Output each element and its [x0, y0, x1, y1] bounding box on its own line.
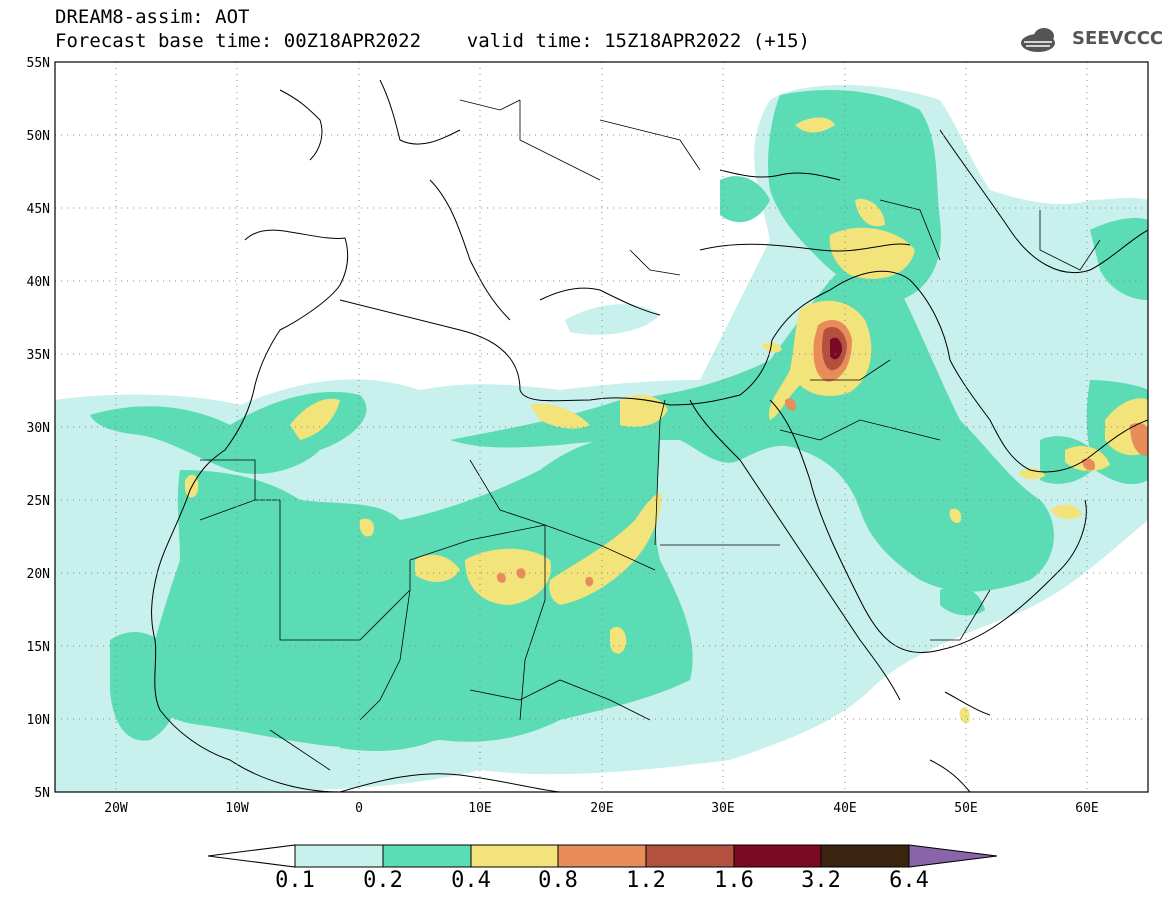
- colorbar-swatch: [294, 844, 384, 868]
- aot-level-1.6: [830, 337, 842, 360]
- lon-tick: 0: [355, 801, 363, 816]
- lat-tick: 15N: [27, 640, 50, 655]
- country-borders: [199, 99, 1101, 771]
- title-line-1: DREAM8-assim: AOT: [55, 6, 250, 28]
- aot-level-0.2: [90, 90, 1148, 751]
- colorbar-label: 3.2: [801, 868, 841, 893]
- title-line-2: Forecast base time: 00Z18APR2022 valid t…: [55, 30, 810, 52]
- lat-tick: 55N: [27, 56, 50, 71]
- colorbar-swatch: [382, 844, 472, 868]
- colorbar-swatch: [470, 844, 559, 868]
- colorbar-label: 1.6: [714, 868, 754, 893]
- lat-ticks: 5N 10N 15N 20N 25N 30N 35N 40N 45N 50N 5…: [27, 56, 50, 801]
- lon-ticks: 20W 10W 0 10E 20E 30E 40E 50E 60E: [104, 801, 1098, 816]
- cloud-icon: [1021, 28, 1055, 52]
- lat-tick: 30N: [27, 421, 50, 436]
- colorbar-swatch: [733, 844, 822, 868]
- lon-tick: 20E: [590, 801, 613, 816]
- colorbar-swatch: [645, 844, 735, 868]
- colorbar-label: 6.4: [889, 868, 929, 893]
- colorbar-label: 1.2: [626, 868, 666, 893]
- lat-tick: 40N: [27, 275, 50, 290]
- lat-tick: 35N: [27, 348, 50, 363]
- lon-tick: 40E: [833, 801, 856, 816]
- map-frame: [54, 61, 1149, 793]
- colorbar-label: 0.2: [363, 868, 403, 893]
- lon-tick: 60E: [1075, 801, 1098, 816]
- colorbar-labels: 0.1 0.2 0.4 0.8 1.2 1.6 3.2 6.4: [0, 868, 1165, 898]
- aot-contours: [55, 85, 1148, 792]
- lat-tick: 50N: [27, 129, 50, 144]
- lon-tick: 20W: [104, 801, 128, 816]
- colorbar-swatch: [557, 844, 647, 868]
- logo-text: SEEVCCC: [1072, 28, 1164, 49]
- lat-tick: 45N: [27, 202, 50, 217]
- lat-tick: 5N: [34, 786, 50, 801]
- lat-tick: 10N: [27, 713, 50, 728]
- colorbar-under-arrow: [207, 844, 296, 868]
- colorbar-label: 0.8: [538, 868, 578, 893]
- colorbar-over-arrow: [908, 844, 998, 868]
- lat-tick: 25N: [27, 494, 50, 509]
- colorbar-label: 0.1: [275, 868, 315, 893]
- grid-lines: [55, 62, 1148, 792]
- lon-tick: 10E: [468, 801, 491, 816]
- coastlines: [151, 79, 1148, 792]
- lon-tick: 10W: [225, 801, 249, 816]
- lon-tick: 30E: [711, 801, 734, 816]
- colorbar: [207, 844, 998, 868]
- lat-tick: 20N: [27, 567, 50, 582]
- colorbar-swatch: [820, 844, 910, 868]
- colorbar-label: 0.4: [451, 868, 491, 893]
- lon-tick: 50E: [954, 801, 977, 816]
- seevccc-logo: [1021, 28, 1055, 52]
